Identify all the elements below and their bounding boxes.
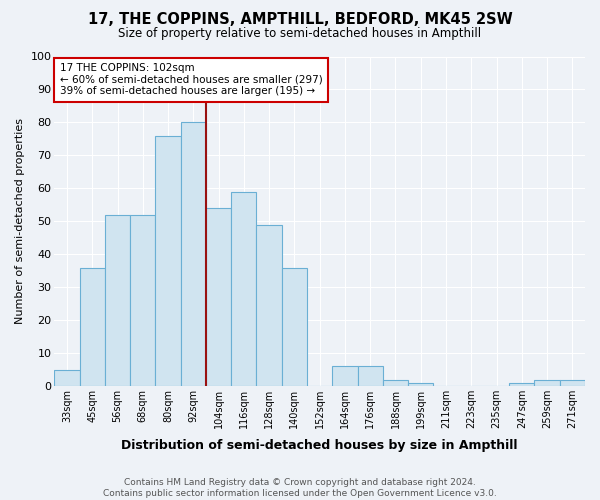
Bar xyxy=(282,268,307,386)
Y-axis label: Number of semi-detached properties: Number of semi-detached properties xyxy=(15,118,25,324)
Bar xyxy=(206,208,231,386)
Bar xyxy=(256,224,282,386)
Bar xyxy=(560,380,585,386)
Text: Contains HM Land Registry data © Crown copyright and database right 2024.
Contai: Contains HM Land Registry data © Crown c… xyxy=(103,478,497,498)
Text: 17, THE COPPINS, AMPTHILL, BEDFORD, MK45 2SW: 17, THE COPPINS, AMPTHILL, BEDFORD, MK45… xyxy=(88,12,512,28)
Text: Size of property relative to semi-detached houses in Ampthill: Size of property relative to semi-detach… xyxy=(118,28,482,40)
Bar xyxy=(105,215,130,386)
Bar xyxy=(130,215,155,386)
Bar xyxy=(55,370,80,386)
Bar xyxy=(80,268,105,386)
Bar xyxy=(358,366,383,386)
Bar xyxy=(383,380,408,386)
Bar xyxy=(181,122,206,386)
Bar xyxy=(231,192,256,386)
Bar xyxy=(332,366,358,386)
Text: 17 THE COPPINS: 102sqm
← 60% of semi-detached houses are smaller (297)
39% of se: 17 THE COPPINS: 102sqm ← 60% of semi-det… xyxy=(59,63,322,96)
X-axis label: Distribution of semi-detached houses by size in Ampthill: Distribution of semi-detached houses by … xyxy=(121,440,518,452)
Bar xyxy=(155,136,181,386)
Bar xyxy=(535,380,560,386)
Bar xyxy=(509,383,535,386)
Bar xyxy=(408,383,433,386)
